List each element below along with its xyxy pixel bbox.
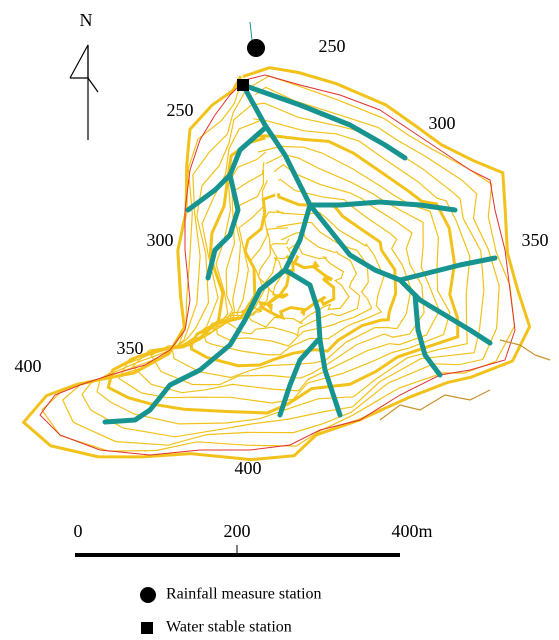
contour-line — [189, 193, 398, 368]
contour-line — [240, 241, 350, 328]
north-arrow: N — [69, 10, 99, 140]
scale-bar: 0 200 400m — [74, 521, 433, 557]
outlet-stream — [249, 21, 253, 41]
contour-label: 250 — [319, 36, 346, 56]
legend: Rainfall measure station Water stable st… — [140, 586, 322, 636]
scale-label: 0 — [74, 521, 83, 541]
contour-line — [150, 163, 425, 386]
contour-line — [131, 153, 440, 394]
contour-label: 350 — [522, 230, 549, 250]
scale-label: 400m — [391, 521, 432, 541]
contour-line — [258, 254, 336, 321]
streams — [102, 82, 498, 425]
contour-labels: 250 250 300 300 350 350 400 400 — [15, 36, 549, 478]
contours — [21, 66, 532, 462]
contour-line — [202, 209, 385, 356]
contour-label: 300 — [429, 113, 456, 133]
contour-label: 300 — [147, 230, 174, 250]
watershed-boundary — [39, 74, 516, 456]
contour-label: 350 — [117, 338, 144, 358]
outer-contour — [499, 339, 551, 361]
contour-line — [214, 221, 373, 347]
contour-line — [61, 86, 500, 446]
scale-label: 200 — [224, 521, 251, 541]
contour-label: 400 — [235, 458, 262, 478]
contour-line — [106, 134, 460, 415]
contour-line — [171, 178, 412, 379]
north-label: N — [80, 10, 93, 30]
legend-label: Rainfall measure station — [166, 586, 322, 603]
legend-symbol — [141, 622, 153, 634]
legend-label: Water stable station — [166, 619, 292, 636]
contour-line — [21, 66, 532, 462]
contour-line — [96, 118, 471, 425]
rainfall-station — [247, 39, 265, 57]
contour-label: 400 — [15, 356, 42, 376]
outer-contour — [379, 389, 491, 421]
water-station — [237, 79, 249, 91]
legend-symbol — [140, 587, 156, 603]
contour-label: 250 — [167, 100, 194, 120]
